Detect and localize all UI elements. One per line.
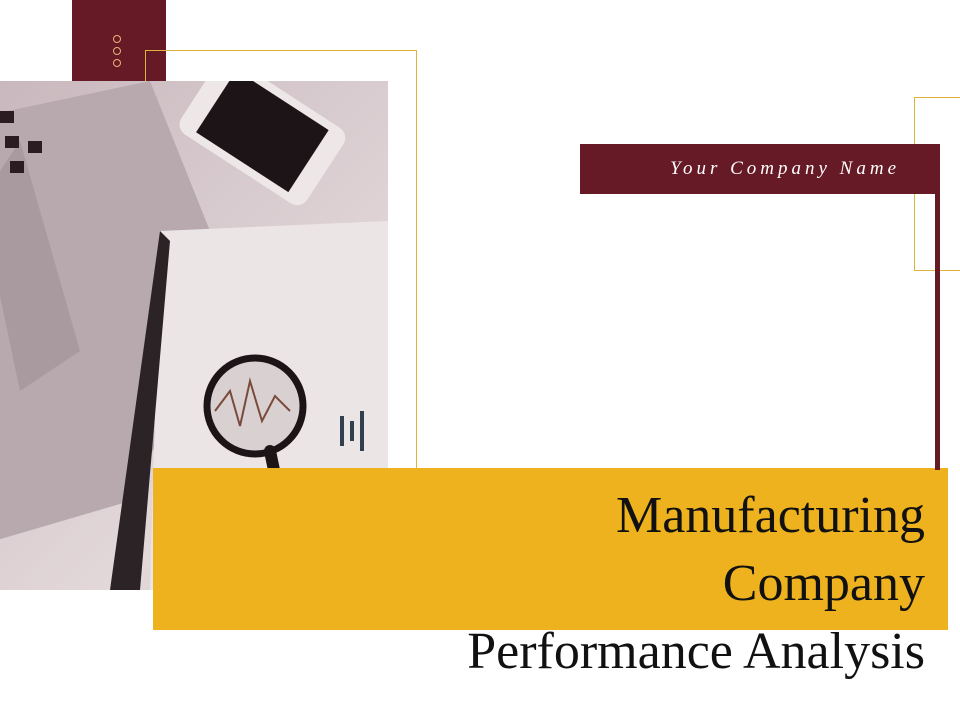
- circle-dot-icon: [113, 47, 121, 55]
- maroon-vertical-line: [935, 194, 940, 470]
- company-name-bar: Your Company Name: [580, 144, 940, 194]
- magnifier: [203, 354, 307, 458]
- title-line: Company: [722, 555, 925, 612]
- laptop: [0, 81, 230, 540]
- circle-dot-icon: [113, 59, 121, 67]
- title-line: Performance Analysis: [467, 623, 925, 680]
- circle-dot-icon: [113, 35, 121, 43]
- slide-title: Manufacturing Company Performance Analys…: [467, 482, 925, 686]
- phone: [179, 81, 346, 206]
- title-band: [153, 468, 948, 630]
- title-line: Manufacturing: [615, 487, 925, 544]
- company-name: Your Company Name: [670, 158, 900, 179]
